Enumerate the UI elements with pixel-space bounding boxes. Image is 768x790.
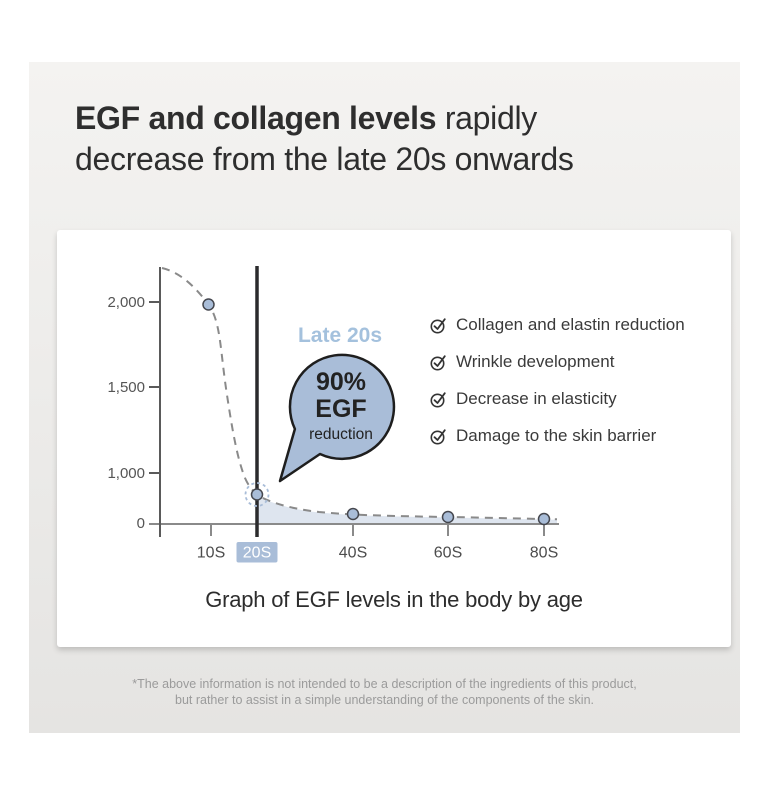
y-label-2000: 2,000 [107,294,145,311]
page-title: EGF and collagen levels rapidly decrease… [75,98,695,180]
effects-checklist: Collagen and elastin reduction Wrinkle d… [430,314,720,462]
y-label-1500: 1,500 [107,379,145,396]
title-regular: rapidly [436,100,537,136]
x-label-10s: 10S [197,545,225,562]
x-label-80s: 80S [530,545,558,562]
disclaimer-text: *The above information is not intended t… [29,677,740,708]
list-item: Wrinkle development [430,351,720,373]
list-item: Collagen and elastin reduction [430,314,720,336]
late-20s-label: Late 20s [298,324,382,347]
shaded-area [257,495,557,524]
point-80s [537,512,551,526]
disclaimer-line2: but rather to assist in a simple underst… [175,692,594,707]
list-item: Decrease in elasticity [430,388,720,410]
y-label-1000: 1,000 [107,465,145,482]
check-circle-icon [430,428,448,445]
checklist-item-label: Decrease in elasticity [456,389,617,408]
speech-bubble [278,353,396,483]
x-label-20s-chip [236,542,278,563]
bubble-reduction-text: reduction [309,426,373,443]
title-line2: decrease from the late 20s onwards [75,141,574,177]
check-circle-icon [430,391,448,408]
point-10s [202,298,215,311]
title-bold: EGF and collagen levels [75,100,437,136]
check-circle-icon [430,354,448,371]
checklist-item-label: Wrinkle development [456,352,615,371]
egf-line-chart: Late 20s 90% EGF reduction 2,000 1,500 1… [107,266,559,563]
x-label-20s: 20S [243,545,271,562]
checklist-item-label: Damage to the skin barrier [456,426,657,445]
check-circle-icon [430,317,448,334]
checklist-item-label: Collagen and elastin reduction [456,315,685,334]
point-60s [441,510,455,524]
x-label-40s: 40S [339,545,367,562]
point-20s [250,488,264,501]
disclaimer-line1: *The above information is not intended t… [132,677,637,691]
chart-card: Late 20s 90% EGF reduction 2,000 1,500 1… [57,230,731,647]
point-40s [346,507,360,521]
bubble-egf-text: EGF [315,395,366,423]
list-item: Damage to the skin barrier [430,425,720,447]
y-label-0: 0 [137,515,145,532]
chart-caption: Graph of EGF levels in the body by age [205,587,583,612]
point-20s-highlight-ring [244,482,270,507]
bubble-percent-text: 90% [316,368,366,396]
x-label-60s: 60S [434,545,462,562]
